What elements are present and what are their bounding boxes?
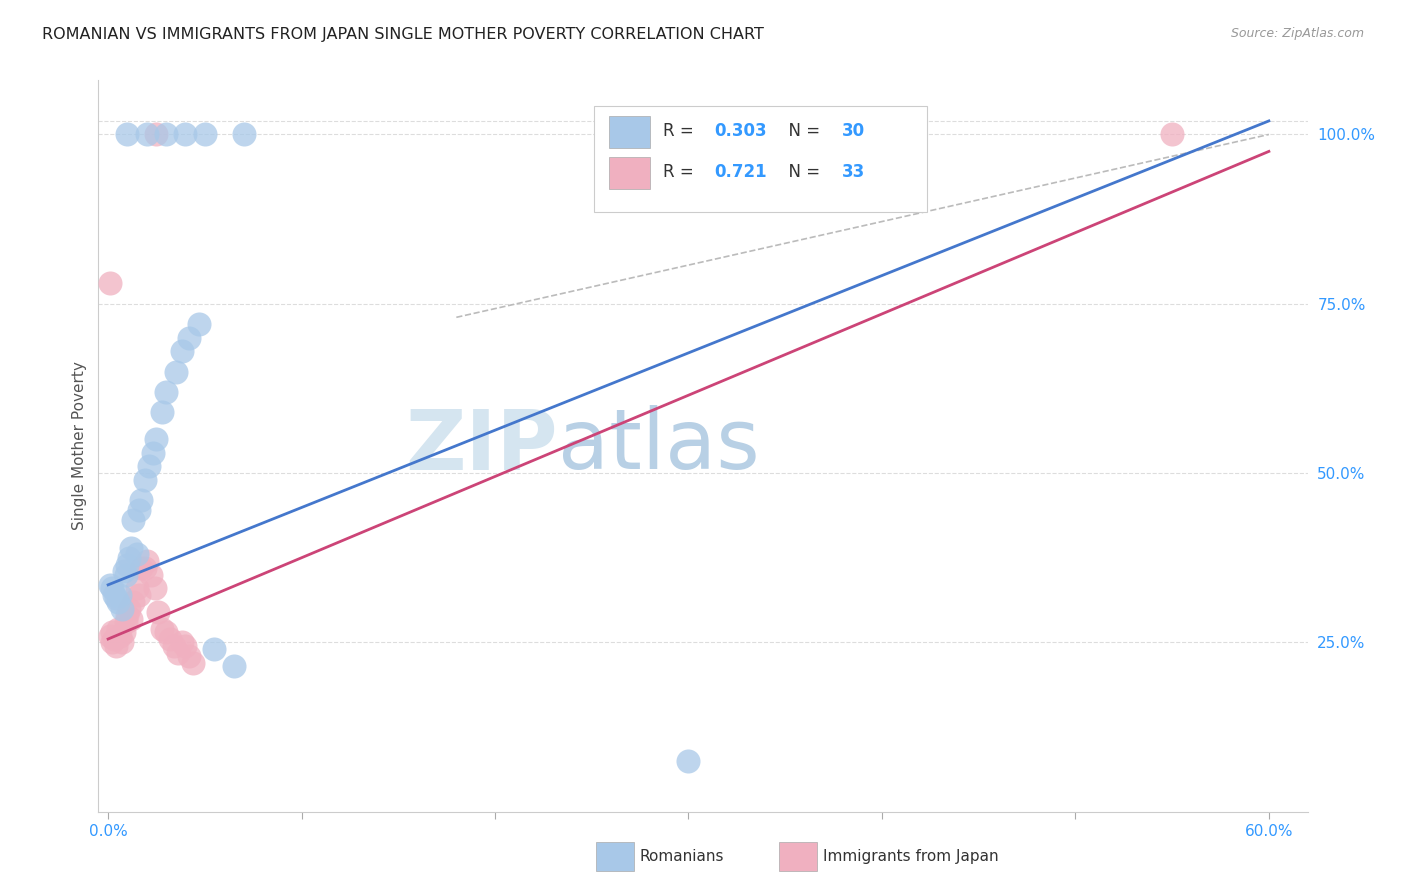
Point (122, 514, 145, 528)
Point (114, 615, 136, 629)
Point (129, 493, 152, 508)
Point (104, 591, 127, 606)
Text: 0.721: 0.721 (714, 163, 766, 181)
Text: R =: R = (664, 163, 699, 181)
Point (145, 128, 167, 142)
Point (678, 754, 700, 768)
Text: N =: N = (778, 122, 825, 140)
Point (112, 625, 135, 640)
Point (145, 432, 167, 446)
Point (194, 128, 217, 142)
Point (101, 625, 124, 640)
Point (222, 659, 245, 673)
Point (174, 128, 197, 142)
Point (122, 595, 145, 609)
Point (155, 625, 177, 640)
Point (135, 554, 157, 568)
Point (108, 588, 131, 602)
Point (179, 648, 201, 663)
Text: ROMANIAN VS IMMIGRANTS FROM JAPAN SINGLE MOTHER POVERTY CORRELATION CHART: ROMANIAN VS IMMIGRANTS FROM JAPAN SINGLE… (42, 27, 763, 42)
Point (129, 561, 152, 575)
Point (107, 622, 129, 636)
Point (98, 629, 121, 643)
Point (134, 561, 156, 575)
Text: 30: 30 (842, 122, 865, 140)
Point (112, 564, 135, 578)
Text: Romanians: Romanians (640, 849, 724, 863)
Point (103, 632, 125, 646)
Point (117, 608, 139, 623)
FancyBboxPatch shape (609, 116, 650, 148)
Text: 0.303: 0.303 (714, 122, 766, 140)
Point (117, 128, 139, 142)
Point (155, 128, 177, 142)
FancyBboxPatch shape (595, 106, 927, 212)
Point (128, 588, 150, 602)
Text: 33: 33 (842, 163, 865, 181)
Point (1161, 128, 1184, 142)
FancyBboxPatch shape (609, 157, 650, 189)
Point (204, 642, 226, 657)
Point (114, 567, 136, 582)
Point (159, 632, 181, 646)
Point (128, 503, 150, 517)
Point (232, 128, 254, 142)
Point (103, 588, 125, 602)
Point (142, 446, 165, 460)
Point (118, 550, 141, 565)
Point (166, 646, 188, 660)
Point (139, 567, 162, 582)
Point (188, 317, 211, 331)
Point (98, 277, 121, 291)
Point (143, 581, 166, 595)
Point (117, 558, 139, 572)
Point (138, 459, 160, 474)
Point (148, 605, 170, 619)
Point (108, 629, 131, 643)
Point (98, 578, 121, 592)
Point (111, 601, 134, 615)
Point (165, 364, 187, 378)
Point (163, 639, 186, 653)
Point (107, 595, 129, 609)
Point (134, 473, 156, 487)
Y-axis label: Single Mother Poverty: Single Mother Poverty (72, 361, 87, 531)
Text: ZIP: ZIP (405, 406, 558, 486)
Point (104, 639, 127, 653)
Point (150, 622, 173, 636)
Point (150, 405, 173, 419)
Point (181, 656, 204, 670)
Point (174, 639, 197, 653)
Point (170, 635, 193, 649)
Point (170, 344, 193, 359)
Text: N =: N = (778, 163, 825, 181)
Point (127, 581, 149, 595)
Point (111, 635, 134, 649)
Point (155, 384, 177, 399)
Point (179, 331, 201, 345)
Text: atlas: atlas (558, 406, 759, 486)
Text: Immigrants from Japan: Immigrants from Japan (823, 849, 998, 863)
Point (135, 128, 157, 142)
Text: R =: R = (664, 122, 699, 140)
Point (127, 547, 149, 561)
Point (118, 601, 141, 615)
Point (120, 612, 142, 626)
Point (120, 541, 142, 555)
Point (101, 581, 124, 595)
Text: Source: ZipAtlas.com: Source: ZipAtlas.com (1230, 27, 1364, 40)
Point (101, 635, 124, 649)
